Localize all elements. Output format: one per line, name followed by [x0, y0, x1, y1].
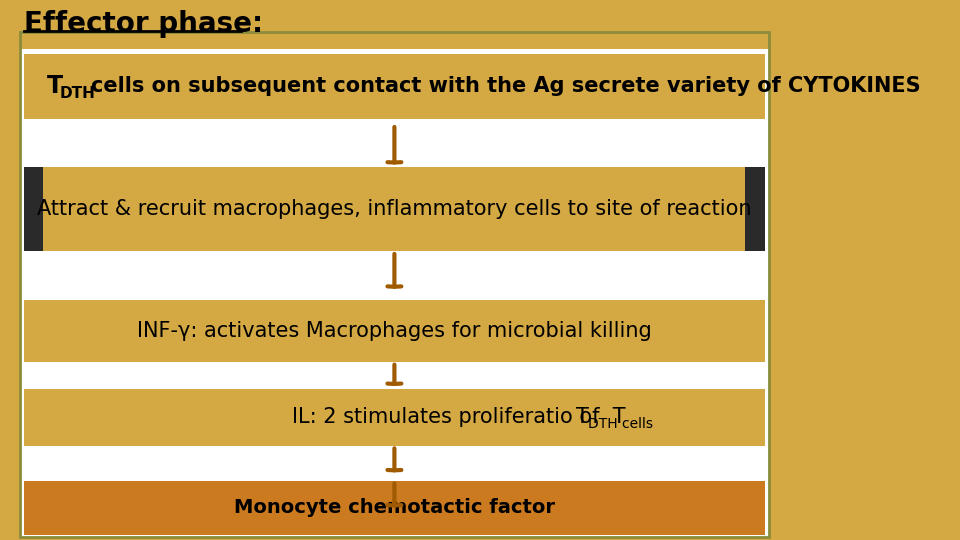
FancyBboxPatch shape	[745, 167, 765, 251]
FancyBboxPatch shape	[0, 0, 789, 49]
FancyBboxPatch shape	[24, 300, 765, 362]
Text: INF-γ: activates Macrophages for microbial killing: INF-γ: activates Macrophages for microbi…	[137, 321, 652, 341]
Text: Effector phase:: Effector phase:	[24, 10, 263, 38]
Text: cells on subsequent contact with the Ag secrete variety of CYTOKINES: cells on subsequent contact with the Ag …	[90, 76, 921, 97]
Text: T: T	[47, 75, 63, 98]
FancyBboxPatch shape	[24, 167, 765, 251]
Text: DTH cells: DTH cells	[588, 417, 653, 430]
FancyBboxPatch shape	[24, 481, 765, 535]
FancyBboxPatch shape	[24, 54, 765, 119]
FancyBboxPatch shape	[24, 167, 43, 251]
FancyBboxPatch shape	[20, 32, 769, 537]
Text: Attract & recruit macrophages, inflammatory cells to site of reaction: Attract & recruit macrophages, inflammat…	[37, 199, 752, 219]
FancyBboxPatch shape	[24, 389, 765, 446]
Text: IL: 2 stimulates proliferatio of  T: IL: 2 stimulates proliferatio of T	[292, 407, 626, 427]
Text: T: T	[576, 407, 588, 427]
Text: DTH: DTH	[60, 86, 95, 101]
Text: Monocyte chemotactic factor: Monocyte chemotactic factor	[234, 498, 555, 517]
